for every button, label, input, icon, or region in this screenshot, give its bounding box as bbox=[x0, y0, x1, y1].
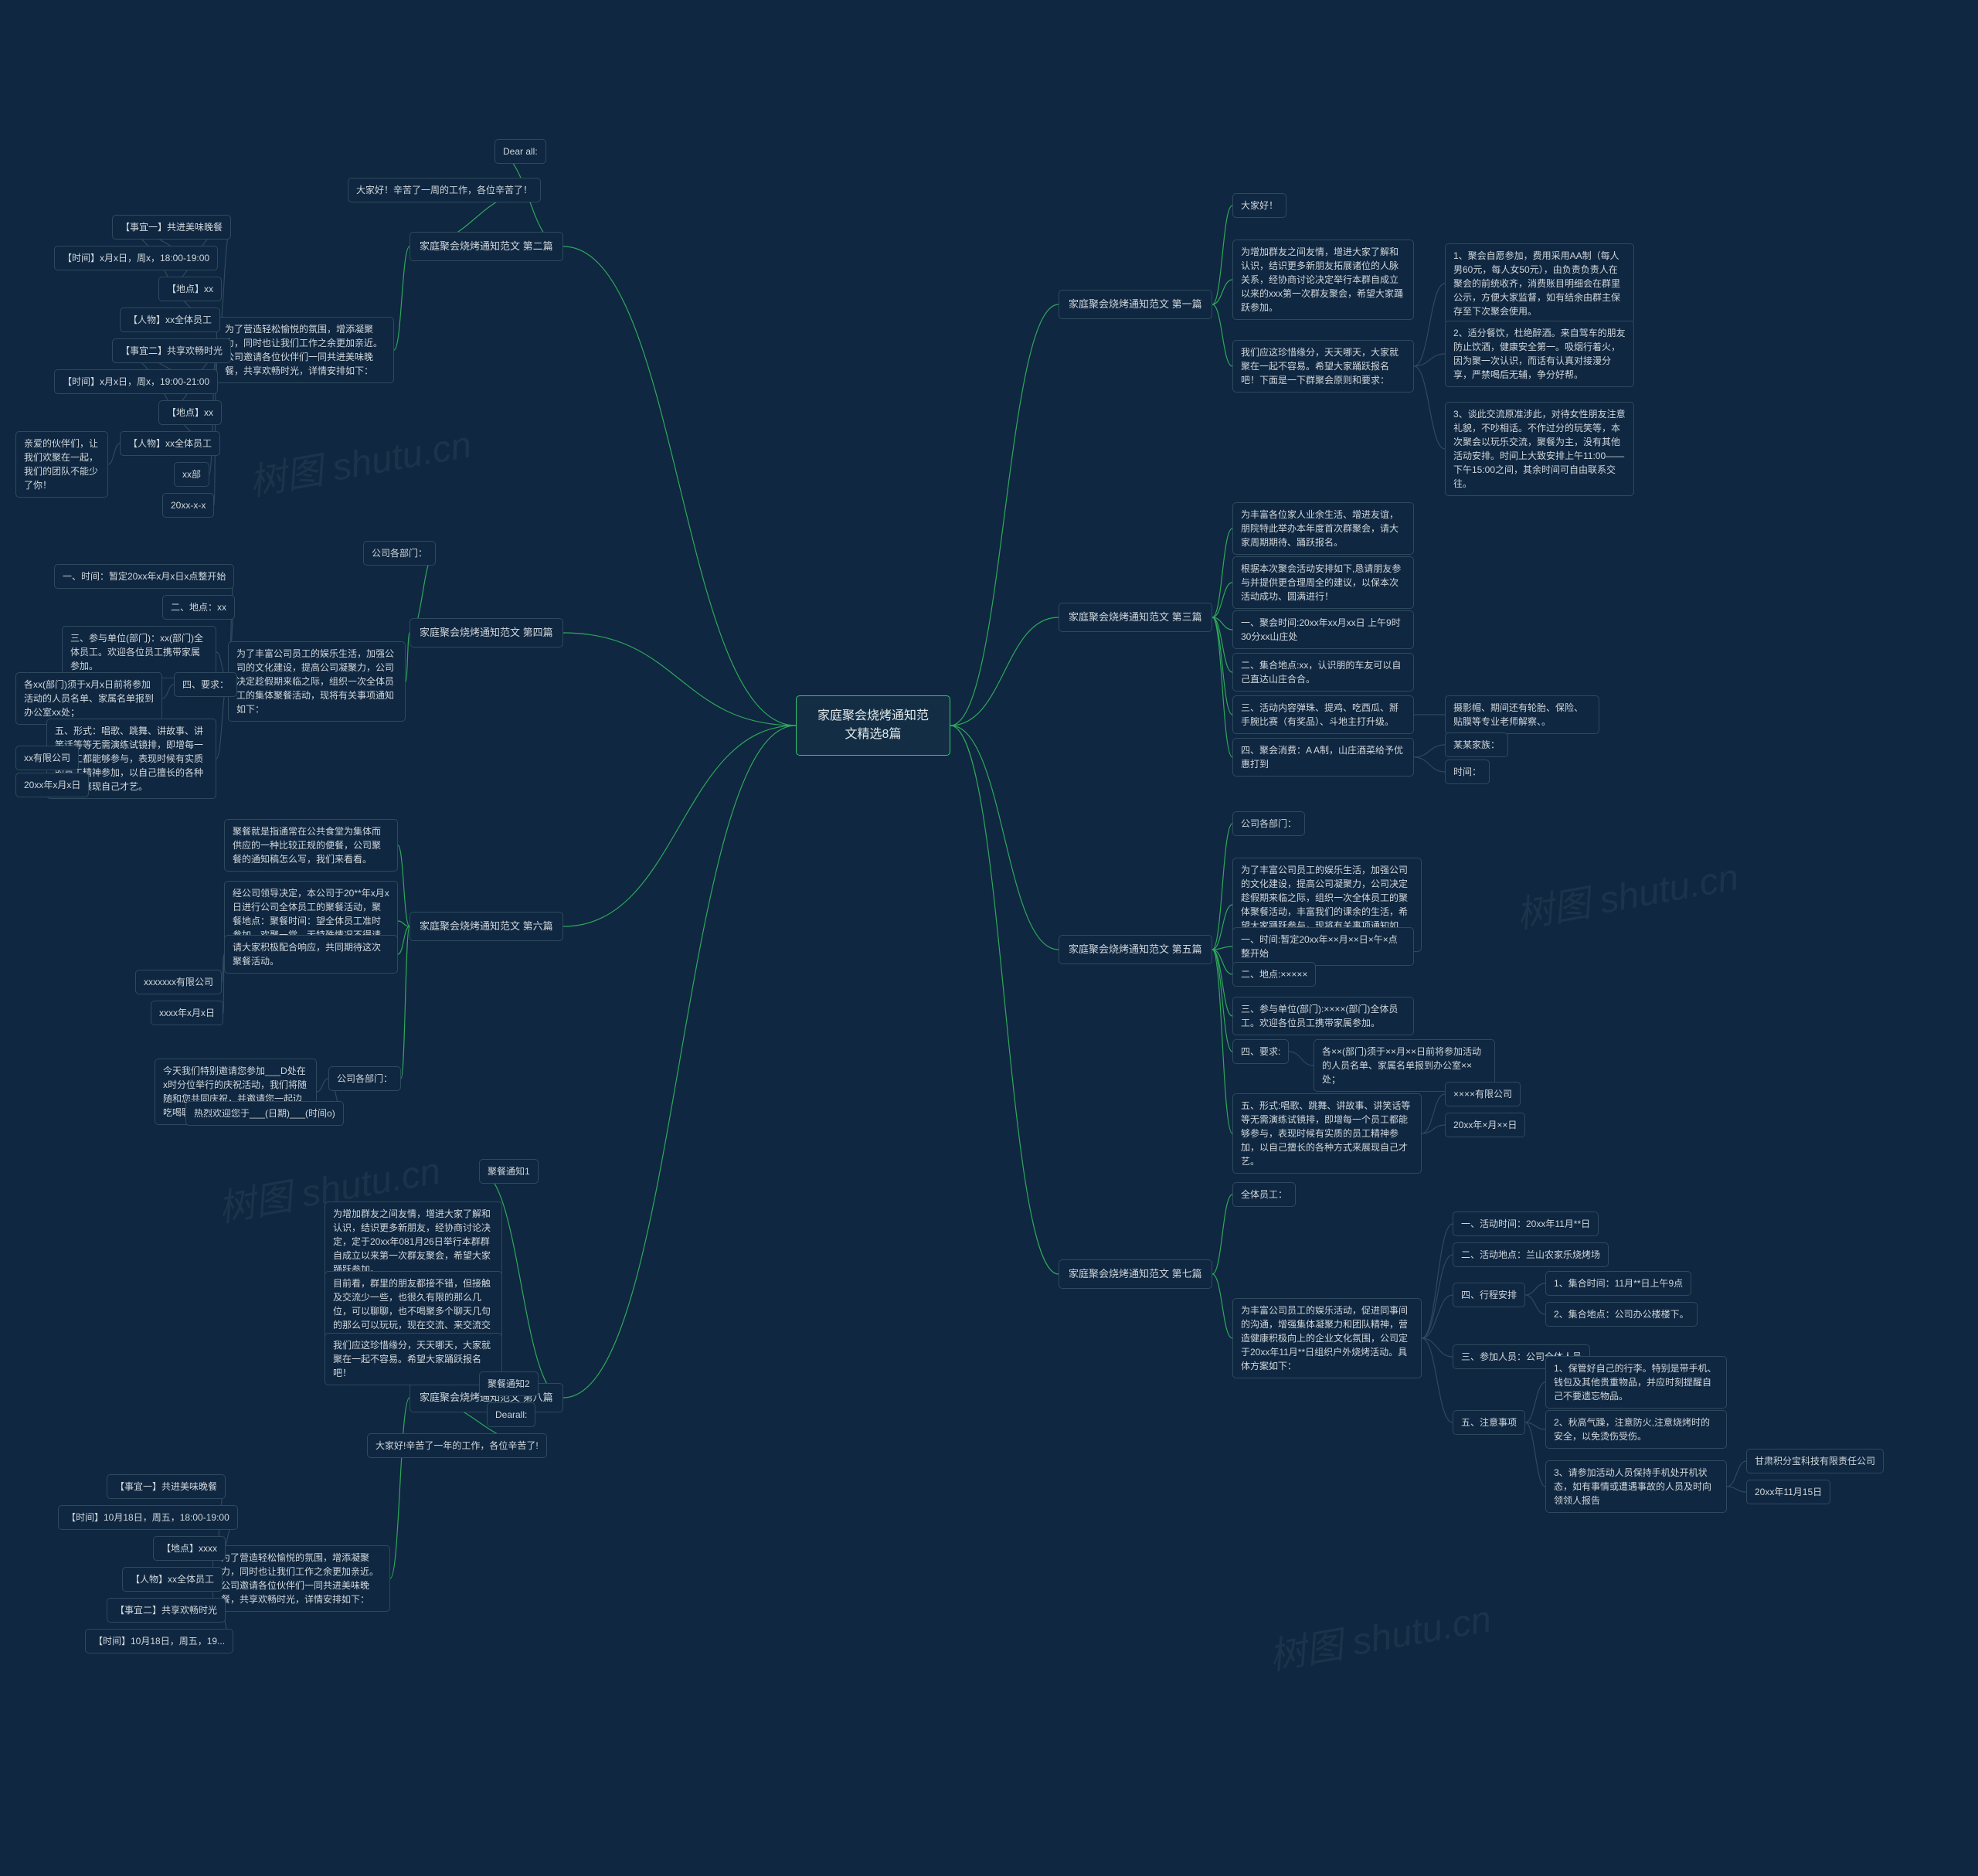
leaf-node[interactable]: 四、要求: bbox=[1232, 1039, 1289, 1064]
leaf-node[interactable]: 二、活动地点：兰山农家乐烧烤场 bbox=[1453, 1242, 1609, 1267]
leaf-node[interactable]: 大家好!辛苦了一年的工作，各位辛苦了! bbox=[367, 1433, 547, 1458]
watermark: 树图 shutu.cn bbox=[1511, 846, 1742, 938]
leaf-node[interactable]: 1、集合时间：11月**日上午9点 bbox=[1545, 1271, 1691, 1296]
leaf-node[interactable]: 二、地点：xx bbox=[162, 595, 235, 620]
leaf-node[interactable]: 公司各部门： bbox=[328, 1066, 401, 1091]
branch-node[interactable]: 家庭聚会烧烤通知范文 第五篇 bbox=[1059, 935, 1212, 964]
leaf-node[interactable]: 全体员工： bbox=[1232, 1182, 1296, 1207]
leaf-node[interactable]: 【时间】10月18日，周五，19... bbox=[85, 1629, 233, 1653]
leaf-node[interactable]: 【事宜一】共进美味晚餐 bbox=[107, 1474, 226, 1499]
leaf-node[interactable]: ××××有限公司 bbox=[1445, 1082, 1521, 1106]
leaf-node[interactable]: 【时间】x月x日，周x，19:00-21:00 bbox=[54, 369, 218, 394]
leaf-node[interactable]: 五、形式:唱歌、跳舞、讲故事、讲笑话等等无需演练试镜排，即增每一个员工都能够参与… bbox=[1232, 1093, 1422, 1174]
branch-node[interactable]: 家庭聚会烧烤通知范文 第六篇 bbox=[410, 912, 563, 941]
leaf-node[interactable]: 四、行程安排 bbox=[1453, 1283, 1525, 1307]
leaf-node[interactable]: Dearall: bbox=[487, 1402, 535, 1427]
leaf-node[interactable]: 20xx年×月××日 bbox=[1445, 1113, 1525, 1137]
leaf-node[interactable]: 【地点】xx bbox=[158, 400, 222, 425]
leaf-node[interactable]: 2、适分餐饮，杜绝醉酒。来自驾车的朋友防止饮酒，健康安全第一。吸烟行着火，因为聚… bbox=[1445, 321, 1634, 387]
leaf-node[interactable]: 三、参与单位(部门)：xx(部门)全体员工。欢迎各位员工携带家属参加。 bbox=[62, 626, 216, 678]
leaf-node[interactable]: 大家好！辛苦了一周的工作，各位辛苦了！ bbox=[348, 178, 541, 202]
leaf-node[interactable]: 二、集合地点:xx，认识朋的车友可以自己直达山庄合合。 bbox=[1232, 653, 1414, 692]
leaf-node[interactable]: 【人物】xx全体员工 bbox=[120, 431, 220, 456]
branch-node[interactable]: 家庭聚会烧烤通知范文 第七篇 bbox=[1059, 1259, 1212, 1289]
leaf-node[interactable]: 甘肃积分宝科技有限责任公司 bbox=[1746, 1449, 1884, 1473]
leaf-node[interactable]: 各xx(部门)须于x月x日前将参加活动的人员名单、家属名单报到办公室xx处； bbox=[15, 672, 162, 725]
leaf-node[interactable]: 为了丰富公司员工的娱乐生活，加强公司的文化建设，提高公司凝聚力，公司决定趁假期来… bbox=[228, 641, 406, 722]
leaf-node[interactable]: 公司各部门： bbox=[1232, 811, 1305, 836]
leaf-node[interactable]: 为了营造轻松愉悦的氛围，增添凝聚力，同时也让我们工作之余更加亲近。公司邀请各位伙… bbox=[212, 1545, 390, 1612]
leaf-node[interactable]: 摄影帽、期间还有轮胎、保险、贴膜等专业老师解察、。 bbox=[1445, 695, 1599, 734]
leaf-node[interactable]: 【事宜二】共享欢畅时光 bbox=[107, 1598, 226, 1623]
leaf-node[interactable]: 聚餐就是指通常在公共食堂为集体而供应的一种比较正规的便餐，公司聚餐的通知稿怎么写… bbox=[224, 819, 398, 872]
leaf-node[interactable]: 【人物】xx全体员工 bbox=[122, 1567, 223, 1592]
leaf-node[interactable]: 【地点】xxxx bbox=[153, 1536, 226, 1561]
leaf-node[interactable]: 聚餐通知1 bbox=[479, 1159, 539, 1184]
leaf-node[interactable]: 某某家族： bbox=[1445, 732, 1508, 757]
leaf-node[interactable]: 1、聚会自愿参加，费用采用AA制（每人男60元，每人女50元），由负责负责人在聚… bbox=[1445, 243, 1634, 324]
leaf-node[interactable]: 亲爱的伙伴们，让我们欢聚在一起，我们的团队不能少了你！ bbox=[15, 431, 108, 498]
leaf-node[interactable]: 热烈欢迎您于___(日期)___(时间o) bbox=[185, 1101, 344, 1126]
leaf-node[interactable]: 2、集合地点：公司办公楼楼下。 bbox=[1545, 1302, 1698, 1327]
leaf-node[interactable]: 为增加群友之间友情，增进大家了解和认识，结识更多新朋友，经协商讨论决定，定于20… bbox=[325, 1201, 502, 1282]
branch-node[interactable]: 家庭聚会烧烤通知范文 第四篇 bbox=[410, 618, 563, 647]
leaf-node[interactable]: 聚餐通知2 bbox=[479, 1371, 539, 1396]
leaf-node[interactable]: 二、地点:××××× bbox=[1232, 962, 1316, 987]
leaf-node[interactable]: 2、秋高气躁，注意防火,注意烧烤时的安全，以免烫伤受伤。 bbox=[1545, 1410, 1727, 1449]
leaf-node[interactable]: 为丰富公司员工的娱乐活动，促进同事间的沟通，增强集体凝聚力和团队精神，营造健康积… bbox=[1232, 1298, 1422, 1378]
center-node[interactable]: 家庭聚会烧烤通知范文精选8篇 bbox=[796, 695, 950, 756]
leaf-node[interactable]: xxxx年x月x日 bbox=[151, 1001, 223, 1025]
leaf-node[interactable]: 一、时间:暂定20xx年××月××日×午×点整开始 bbox=[1232, 927, 1414, 966]
leaf-node[interactable]: xx有限公司 bbox=[15, 746, 79, 770]
branch-node[interactable]: 家庭聚会烧烤通知范文 第三篇 bbox=[1059, 603, 1212, 632]
leaf-node[interactable]: 一、时间：暂定20xx年x月x日x点整开始 bbox=[54, 564, 234, 589]
watermark: 树图 shutu.cn bbox=[1264, 1588, 1495, 1680]
leaf-node[interactable]: 请大家积极配合响应，共同期待这次聚餐活动。 bbox=[224, 935, 398, 974]
leaf-node[interactable]: 【地点】xx bbox=[158, 277, 222, 301]
leaf-node[interactable]: 一、聚会时间:20xx年xx月xx日 上午9时30分xx山庄处 bbox=[1232, 610, 1414, 649]
leaf-node[interactable]: 我们应这珍惜缘分，天天哪天，大家就聚在一起不容易。希望大家踊跃报名吧！ bbox=[325, 1333, 502, 1385]
leaf-node[interactable]: 20xx年x月x日 bbox=[15, 773, 89, 797]
leaf-node[interactable]: 为了营造轻松愉悦的氛围，增添凝聚力，同时也让我们工作之余更加亲近。公司邀请各位伙… bbox=[216, 317, 394, 383]
leaf-node[interactable]: 五、注意事项 bbox=[1453, 1410, 1525, 1435]
leaf-node[interactable]: 根据本次聚会活动安排如下,恳请朋友参与并提供更合理周全的建议，以保本次活动成功、… bbox=[1232, 556, 1414, 609]
leaf-node[interactable]: 一、活动时间：20xx年11月**日 bbox=[1453, 1212, 1599, 1236]
branch-node[interactable]: 家庭聚会烧烤通知范文 第一篇 bbox=[1059, 290, 1212, 319]
leaf-node[interactable]: 三、活动内容弹珠、提鸡、吃西瓜、掰手腕比赛（有奖品）、斗地主打升级。 bbox=[1232, 695, 1414, 734]
leaf-node[interactable]: 为增加群友之间友情，增进大家了解和认识，结识更多新朋友拓展诸位的人脉关系，经协商… bbox=[1232, 240, 1414, 320]
leaf-node[interactable]: 四、聚会消费：A A制，山庄酒菜给予优惠打到 bbox=[1232, 738, 1414, 777]
leaf-node[interactable]: 20xx-x-x bbox=[162, 493, 214, 518]
mindmap-canvas: 树图 shutu.cn树图 shutu.cn树图 shutu.cn树图 shut… bbox=[0, 0, 1978, 1876]
leaf-node[interactable]: 我们应这珍惜缘分，天天哪天，大家就聚在一起不容易。希望大家踊跃报名吧！下面是一下… bbox=[1232, 340, 1414, 393]
leaf-node[interactable]: xxxxxxx有限公司 bbox=[135, 970, 222, 994]
leaf-node[interactable]: 四、要求： bbox=[174, 672, 237, 697]
leaf-node[interactable]: 公司各部门： bbox=[363, 541, 436, 566]
leaf-node[interactable]: 为丰富各位家人业余生活、增进友谊，朋院特此举办本年度首次群聚会，请大家周期期待、… bbox=[1232, 502, 1414, 555]
leaf-node[interactable]: 【时间】x月x日，周x，18:00-19:00 bbox=[54, 246, 218, 270]
leaf-node[interactable]: 【事宜二】共享欢畅时光 bbox=[112, 338, 231, 363]
leaf-node[interactable]: 【人物】xx全体员工 bbox=[120, 308, 220, 332]
leaf-node[interactable]: 20xx年11月15日 bbox=[1746, 1480, 1830, 1504]
leaf-node[interactable]: 三、参与单位(部门):××××(部门)全体员工。欢迎各位员工携带家属参加。 bbox=[1232, 997, 1414, 1035]
leaf-node[interactable]: 大家好！ bbox=[1232, 193, 1286, 218]
leaf-node[interactable]: xx部 bbox=[174, 462, 209, 487]
leaf-node[interactable]: 3、请参加活动人员保持手机处开机状态，如有事情或遭遇事故的人员及时向领领人报告 bbox=[1545, 1460, 1727, 1513]
watermark: 树图 shutu.cn bbox=[244, 413, 475, 505]
branch-node[interactable]: 家庭聚会烧烤通知范文 第二篇 bbox=[410, 232, 563, 261]
leaf-node[interactable]: 【时间】10月18日，周五，18:00-19:00 bbox=[58, 1505, 238, 1530]
leaf-node[interactable]: 时间： bbox=[1445, 760, 1490, 784]
leaf-node[interactable]: 1、保管好自己的行李。特别是带手机、钱包及其他贵重物品，并应时刻提醒自己不要遗忘… bbox=[1545, 1356, 1727, 1409]
leaf-node[interactable]: 【事宜一】共进美味晚餐 bbox=[112, 215, 231, 240]
leaf-node[interactable]: 3、谈此交流原准涉此，对待女性朋友注意礼貌，不吵相话。不作过分的玩笑等，本次聚会… bbox=[1445, 402, 1634, 496]
leaf-node[interactable]: Dear all: bbox=[494, 139, 546, 164]
